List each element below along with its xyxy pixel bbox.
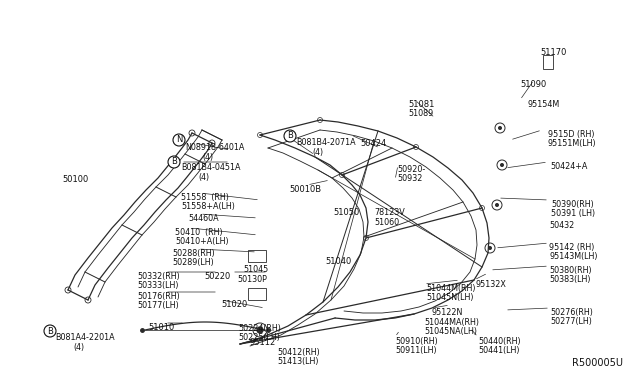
Text: 50440(RH): 50440(RH) — [478, 337, 520, 346]
Text: 50220: 50220 — [204, 272, 230, 281]
Text: 50380(RH): 50380(RH) — [549, 266, 591, 275]
Text: 51010: 51010 — [148, 323, 174, 332]
Text: 51044M(RH): 51044M(RH) — [426, 284, 476, 293]
Text: 51558+A(LH): 51558+A(LH) — [181, 202, 235, 211]
Text: 50424+A: 50424+A — [550, 162, 588, 171]
Circle shape — [495, 203, 499, 207]
Text: 50412(RH): 50412(RH) — [277, 348, 320, 357]
Text: 50010B: 50010B — [289, 185, 321, 194]
Text: 50383(LH): 50383(LH) — [549, 275, 591, 284]
Text: 50410+A(LH): 50410+A(LH) — [175, 237, 228, 246]
Text: 51050: 51050 — [333, 208, 359, 217]
Text: 50441(LH): 50441(LH) — [478, 346, 520, 355]
Text: (4): (4) — [202, 153, 213, 162]
Text: 50333(LH): 50333(LH) — [137, 281, 179, 290]
Circle shape — [498, 126, 502, 130]
Text: 51413(LH): 51413(LH) — [277, 357, 319, 366]
Text: 51090: 51090 — [520, 80, 547, 89]
Text: 50289(LH): 50289(LH) — [172, 258, 214, 267]
Text: 51089: 51089 — [408, 109, 433, 118]
Text: 50391 (LH): 50391 (LH) — [551, 209, 595, 218]
Text: 78123V: 78123V — [374, 208, 404, 217]
Text: 54460A: 54460A — [188, 214, 219, 223]
Text: 51044MA(RH): 51044MA(RH) — [424, 318, 479, 327]
FancyBboxPatch shape — [248, 250, 266, 262]
Circle shape — [257, 327, 263, 333]
Text: 95122N: 95122N — [432, 308, 463, 317]
Text: N: N — [176, 135, 182, 144]
Text: 50224(RH): 50224(RH) — [238, 324, 281, 333]
Text: (4): (4) — [73, 343, 84, 352]
Text: 50277(LH): 50277(LH) — [550, 317, 592, 326]
Text: 95112: 95112 — [249, 338, 275, 347]
Text: B: B — [171, 157, 177, 167]
Text: 50332(RH): 50332(RH) — [137, 272, 180, 281]
Text: 51040: 51040 — [325, 257, 351, 266]
Text: B081B4-0451A: B081B4-0451A — [181, 163, 241, 172]
Text: 95142 (RH): 95142 (RH) — [549, 243, 595, 252]
Text: 95151M(LH): 95151M(LH) — [548, 139, 596, 148]
Text: 50932: 50932 — [397, 174, 422, 183]
Text: (4): (4) — [198, 173, 209, 182]
Text: 51060: 51060 — [374, 218, 399, 227]
Text: 50225(LH): 50225(LH) — [238, 333, 280, 342]
Text: B: B — [287, 131, 293, 141]
Text: 50130P: 50130P — [237, 275, 267, 284]
Text: 50177(LH): 50177(LH) — [137, 301, 179, 310]
Text: 50176(RH): 50176(RH) — [137, 292, 180, 301]
Text: B: B — [47, 327, 53, 336]
Text: 51045N(LH): 51045N(LH) — [426, 293, 474, 302]
Text: 51020: 51020 — [221, 300, 247, 309]
Text: N08918-6401A: N08918-6401A — [185, 143, 244, 152]
Text: 9515D (RH): 9515D (RH) — [548, 130, 595, 139]
Text: 50432: 50432 — [549, 221, 574, 230]
Text: B081A4-2201A: B081A4-2201A — [55, 333, 115, 342]
Text: 51045: 51045 — [243, 265, 268, 274]
Text: 95132X: 95132X — [476, 280, 507, 289]
Circle shape — [488, 246, 492, 250]
FancyBboxPatch shape — [248, 288, 266, 300]
FancyBboxPatch shape — [543, 55, 553, 69]
Text: 50911(LH): 50911(LH) — [395, 346, 436, 355]
Text: 50390(RH): 50390(RH) — [551, 200, 594, 209]
Text: 51081: 51081 — [408, 100, 435, 109]
Text: 50276(RH): 50276(RH) — [550, 308, 593, 317]
Text: 51170: 51170 — [540, 48, 566, 57]
Text: 50100: 50100 — [62, 175, 88, 184]
Text: (4): (4) — [312, 148, 323, 157]
Text: R500005U: R500005U — [572, 358, 623, 368]
Text: 95143M(LH): 95143M(LH) — [549, 252, 598, 261]
Text: 51045NA(LH): 51045NA(LH) — [424, 327, 477, 336]
Text: 50424: 50424 — [360, 139, 387, 148]
Text: 50910(RH): 50910(RH) — [395, 337, 438, 346]
Text: 50288(RH): 50288(RH) — [172, 249, 215, 258]
Text: 95154M: 95154M — [528, 100, 560, 109]
Text: 51558  (RH): 51558 (RH) — [181, 193, 229, 202]
Circle shape — [500, 163, 504, 167]
Text: B081B4-2071A: B081B4-2071A — [296, 138, 356, 147]
Text: 50920-: 50920- — [397, 165, 425, 174]
Text: 50410  (RH): 50410 (RH) — [175, 228, 223, 237]
